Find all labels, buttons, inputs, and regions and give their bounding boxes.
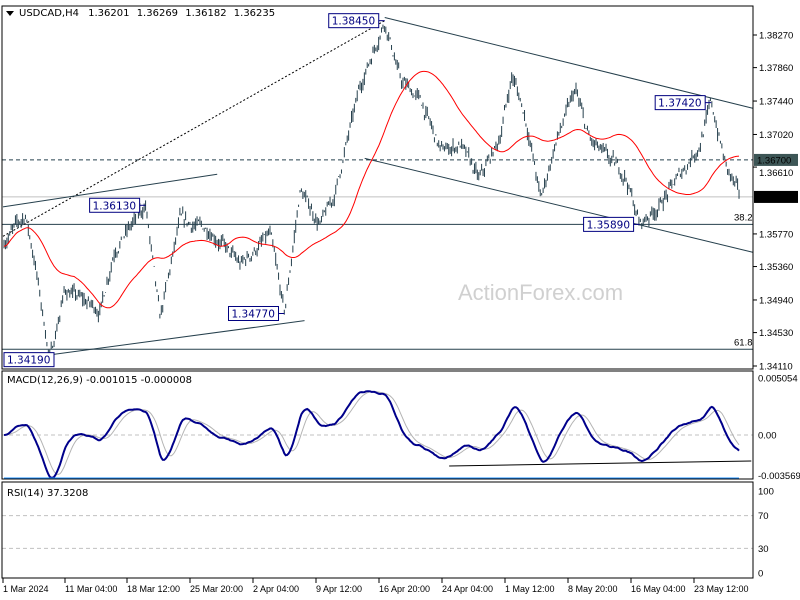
low-value: 1.36182 (185, 8, 226, 19)
swing-label-box (3, 352, 55, 368)
macd-tick-max: 0.005054 (758, 374, 798, 385)
rsi-tick-label: 70 (758, 511, 769, 522)
moving-average-line (3, 70, 740, 309)
level-price-box (754, 153, 798, 166)
rsi-tick-label: 30 (758, 544, 769, 555)
time-tick-label: 24 Apr 04:00 (442, 584, 493, 594)
time-tick-label: 25 Mar 20:00 (190, 584, 243, 594)
price-tick-label: 1.34940 (759, 295, 793, 306)
main-pane: 38.2 61.8 1.38450 1.36130 1.34770 1.34190 1.35… (2, 13, 753, 368)
open-value: 1.36201 (88, 8, 129, 19)
level-price-label: 1.36700 (757, 155, 791, 166)
trendline (2, 173, 218, 208)
close-value: 1.36235 (234, 8, 275, 19)
trendline (384, 17, 753, 109)
price-tick-label: 1.37440 (759, 97, 793, 108)
trendline (49, 320, 305, 356)
time-tick-label: 18 Mar 12:00 (127, 584, 180, 594)
trendline (2, 20, 385, 237)
macd-label: MACD(12,26,9) -0.001015 -0.000008 (7, 375, 192, 386)
macd-tick-min: -0.003569 (758, 471, 800, 482)
swing-label-box (89, 197, 141, 213)
time-tick-label: 23 May 12:00 (694, 584, 749, 594)
swing-label: 1.38450 (332, 16, 375, 28)
fibonacci-level-label: 61.8 (734, 337, 753, 348)
symbol: USDCAD,H4 (19, 8, 79, 19)
time-tick-label: 8 May 20:00 (568, 584, 618, 594)
swing-label: 1.36130 (93, 200, 136, 212)
collapse-triangle-icon[interactable] (6, 11, 14, 16)
time-tick-label: 1 May 12:00 (505, 584, 555, 594)
swing-label: 1.34770 (232, 308, 275, 320)
price-tick-label: 1.38270 (759, 31, 793, 42)
trendline (364, 157, 753, 253)
price-tick-label: 1.37860 (759, 63, 793, 74)
time-tick-label: 1 Mar 2024 (3, 584, 49, 594)
swing-label-box (583, 216, 635, 232)
macd-line (3, 390, 740, 479)
swing-label-box (654, 95, 706, 111)
fibonacci-level-label: 38.2 (734, 212, 753, 223)
current-price-label: 1.36235 (757, 192, 791, 203)
macd-tick-zero: 0.00 (758, 431, 777, 442)
price-tick-label: 1.37020 (759, 130, 793, 141)
price-tick-label: 1.34530 (759, 328, 793, 339)
price-tick-label: 1.35360 (759, 262, 793, 273)
high-value: 1.36269 (137, 8, 178, 19)
swing-label-box (228, 305, 279, 321)
swing-label: 1.34190 (7, 355, 50, 367)
price-tick-label: 1.34110 (759, 362, 793, 373)
rsi-tick-label: 0 (758, 569, 763, 580)
macd-pane-frame (1, 370, 754, 480)
swing-label: 1.35890 (587, 219, 630, 231)
watermark: ActionForex.com (458, 280, 623, 305)
rsi-tick-label: 100 (758, 487, 774, 498)
current-price-box (754, 190, 798, 203)
time-tick-label: 11 Mar 04:00 (65, 584, 117, 594)
rsi-pane (2, 477, 753, 549)
symbol-header: USDCAD,H4 1.36201 1.36269 1.36182 1.3623… (19, 8, 275, 19)
main-pane-frame (1, 5, 754, 370)
macd-pane (2, 390, 753, 479)
macd-signal-line (3, 391, 740, 475)
price-tick-label: 1.35770 (759, 229, 793, 240)
time-tick-label: 16 Apr 20:00 (379, 584, 430, 594)
rsi-pane-frame (1, 481, 754, 579)
swing-label-box (328, 13, 380, 29)
price-tick-label: 1.36610 (759, 168, 793, 179)
time-tick-label: 16 May 04:00 (631, 584, 686, 594)
axes: 1.38270 1.37860 1.37440 1.37020 1.36610 1.357… (1, 5, 800, 594)
rsi-label: RSI(14) 37.3208 (7, 488, 88, 499)
macd-support-line (449, 460, 752, 467)
time-tick-label: 2 Apr 04:00 (253, 584, 299, 594)
swing-label: 1.37420 (658, 98, 701, 110)
time-tick-label: 9 Apr 12:00 (316, 584, 362, 594)
